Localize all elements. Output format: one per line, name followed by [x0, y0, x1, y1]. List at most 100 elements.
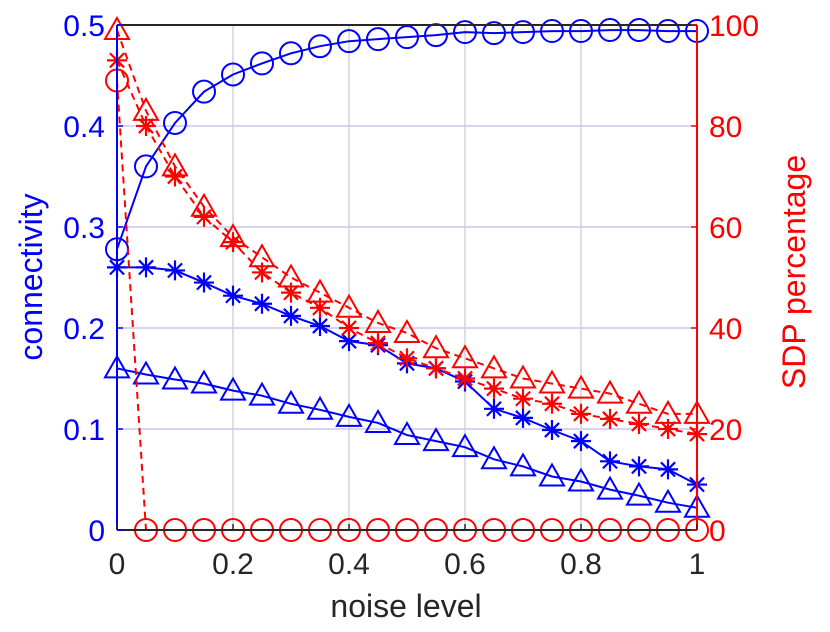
data-point-star — [484, 378, 504, 399]
left-y-axis-label: connectivity — [13, 193, 49, 360]
left-y-tick-label: 0.3 — [63, 212, 105, 245]
data-point-circle — [395, 25, 419, 50]
axes — [116, 24, 698, 531]
left-y-tick-label: 0.2 — [63, 313, 105, 346]
data-point-circle — [163, 110, 187, 135]
x-tick-label: 0.4 — [328, 548, 370, 581]
data-point-star — [136, 116, 156, 136]
data-point-triangle — [654, 399, 682, 424]
series-sdp-triangle — [103, 16, 711, 424]
x-axis-label: noise level — [330, 588, 481, 624]
data-point-circle — [569, 19, 593, 44]
data-point-star — [310, 297, 330, 318]
data-point-triangle — [625, 481, 653, 506]
data-point-triangle — [364, 408, 392, 433]
data-point-star — [629, 456, 649, 477]
data-point-star — [397, 348, 417, 369]
data-point-triangle — [132, 360, 160, 385]
data-point-triangle — [393, 319, 421, 344]
x-tick-label: 1 — [689, 548, 706, 581]
right-y-tick-label: 40 — [709, 313, 742, 346]
data-point-circle — [192, 79, 216, 104]
data-point-star — [542, 393, 562, 414]
data-point-star — [629, 413, 649, 434]
data-point-star — [165, 260, 185, 281]
data-point-triangle — [219, 223, 247, 248]
data-point-star — [600, 408, 620, 429]
data-point-circle — [337, 29, 361, 54]
series-connectivity-triangle — [103, 354, 711, 518]
data-point-star — [658, 419, 678, 439]
data-point-circle — [308, 34, 332, 59]
data-point-triangle — [538, 369, 566, 394]
data-point-triangle — [132, 96, 160, 121]
tick-labels: 0 0.2 0.4 0.6 0.8 100.10.20.30.40.50204060801… — [63, 10, 759, 581]
data-point-triangle — [277, 263, 305, 288]
data-point-circle — [656, 19, 680, 44]
data-point-circle — [221, 62, 245, 87]
data-point-triangle — [480, 445, 508, 470]
data-point-triangle — [248, 243, 276, 268]
data-point-triangle — [219, 376, 247, 401]
data-point-triangle — [190, 192, 218, 217]
data-point-circle — [511, 20, 535, 45]
data-point-star — [571, 431, 591, 452]
data-point-triangle — [567, 467, 595, 492]
data-point-star — [165, 166, 185, 187]
right-y-tick-label: 0 — [709, 515, 726, 548]
data-point-triangle — [335, 293, 363, 318]
data-point-triangle — [422, 334, 450, 359]
data-point-triangle — [393, 421, 421, 446]
data-point-star — [339, 318, 359, 338]
data-point-star — [455, 368, 475, 389]
data-point-triangle — [306, 395, 334, 420]
data-point-star — [223, 232, 243, 253]
right-y-tick-label: 60 — [709, 212, 742, 245]
data-point-triangle — [509, 452, 537, 477]
data-point-star — [513, 407, 533, 428]
data-point-star — [571, 403, 591, 424]
data-point-star — [136, 257, 156, 278]
series-line-sdp-star — [116, 59, 698, 436]
data-point-triangle — [596, 475, 624, 500]
data-point-triangle — [364, 308, 392, 333]
right-y-tick-label: 20 — [709, 414, 742, 447]
left-y-tick-label: 0 — [88, 515, 105, 548]
x-tick-label: 0 — [109, 548, 126, 581]
data-point-circle — [453, 20, 477, 45]
data-point-star — [194, 272, 214, 293]
data-point-triangle — [161, 152, 189, 177]
data-point-star — [513, 388, 533, 409]
data-point-circle — [366, 27, 390, 52]
data-point-star — [484, 398, 504, 419]
data-point-star — [600, 451, 620, 472]
data-point-triangle — [654, 488, 682, 513]
data-point-star — [368, 333, 388, 354]
left-y-tick-label: 0.1 — [63, 414, 105, 447]
right-y-tick-label: 100 — [709, 10, 759, 43]
left-y-tick-label: 0.5 — [63, 10, 105, 43]
data-point-triangle — [161, 365, 189, 390]
data-point-circle — [279, 41, 303, 66]
data-point-triangle — [306, 278, 334, 303]
x-tick-label: 0.2 — [212, 548, 254, 581]
data-point-star — [281, 282, 301, 303]
right-y-axis-label: SDP percentage — [776, 155, 812, 389]
data-point-star — [310, 315, 330, 336]
data-point-triangle — [277, 389, 305, 414]
data-point-circle — [134, 154, 158, 179]
data-point-triangle — [509, 364, 537, 389]
data-point-triangle — [480, 354, 508, 379]
right-y-tick-label: 80 — [709, 111, 742, 144]
data-point-star — [252, 262, 272, 283]
data-point-star — [252, 293, 272, 314]
data-point-circle — [540, 19, 564, 44]
data-point-circle — [627, 18, 651, 43]
left-y-tick-label: 0.4 — [63, 111, 105, 144]
data-point-triangle — [451, 344, 479, 369]
grid — [117, 25, 697, 530]
x-tick-label: 0.6 — [444, 548, 486, 581]
data-point-star — [542, 420, 562, 441]
